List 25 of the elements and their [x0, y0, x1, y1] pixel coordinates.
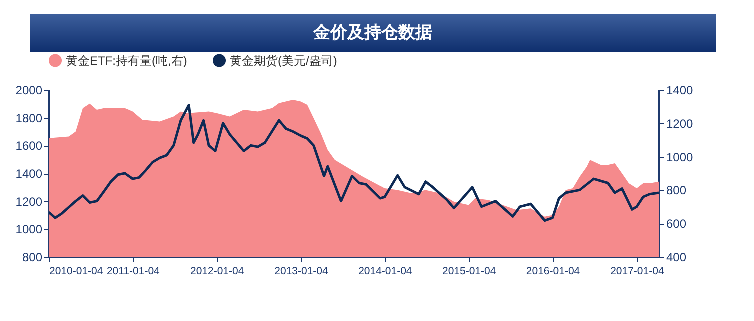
y-tick-label: 800	[22, 250, 43, 264]
y2-tick-label: 600	[666, 217, 687, 232]
x-tick-label: 2010-01-04	[50, 266, 104, 278]
y-tick-label: 1200	[16, 194, 43, 209]
y-tick-label: 1600	[16, 139, 43, 154]
y2-tick-label: 400	[666, 250, 687, 264]
y-tick-label: 1000	[16, 222, 43, 237]
x-tick-label: 2014-01-04	[358, 266, 412, 278]
y-tick-label: 1800	[16, 111, 43, 126]
y-tick-label: 1400	[16, 167, 43, 181]
x-tick-label: 2017-01-04	[610, 266, 664, 278]
y2-tick-label: 800	[666, 184, 687, 198]
x-tick-label: 2016-01-04	[526, 266, 580, 278]
y-tick-label: 2000	[16, 84, 43, 98]
line-series	[49, 104, 659, 222]
legend-label: 黄金期货(美元/盎司)	[230, 54, 338, 68]
x-tick-label: 2013-01-04	[274, 266, 329, 278]
x-tick-label: 2012-01-04	[190, 266, 244, 278]
y2-tick-label: 1000	[666, 150, 694, 164]
x-tick-label: 2015-01-04	[442, 266, 496, 278]
y2-tick-label: 1200	[666, 116, 694, 131]
chart-title: 金价及持仓数据	[30, 14, 716, 52]
legend-label: 黄金ETF:持有量(吨,右)	[66, 54, 188, 68]
y2-tick-label: 1400	[666, 84, 694, 98]
x-tick-label: 2011-01-04	[106, 266, 160, 278]
